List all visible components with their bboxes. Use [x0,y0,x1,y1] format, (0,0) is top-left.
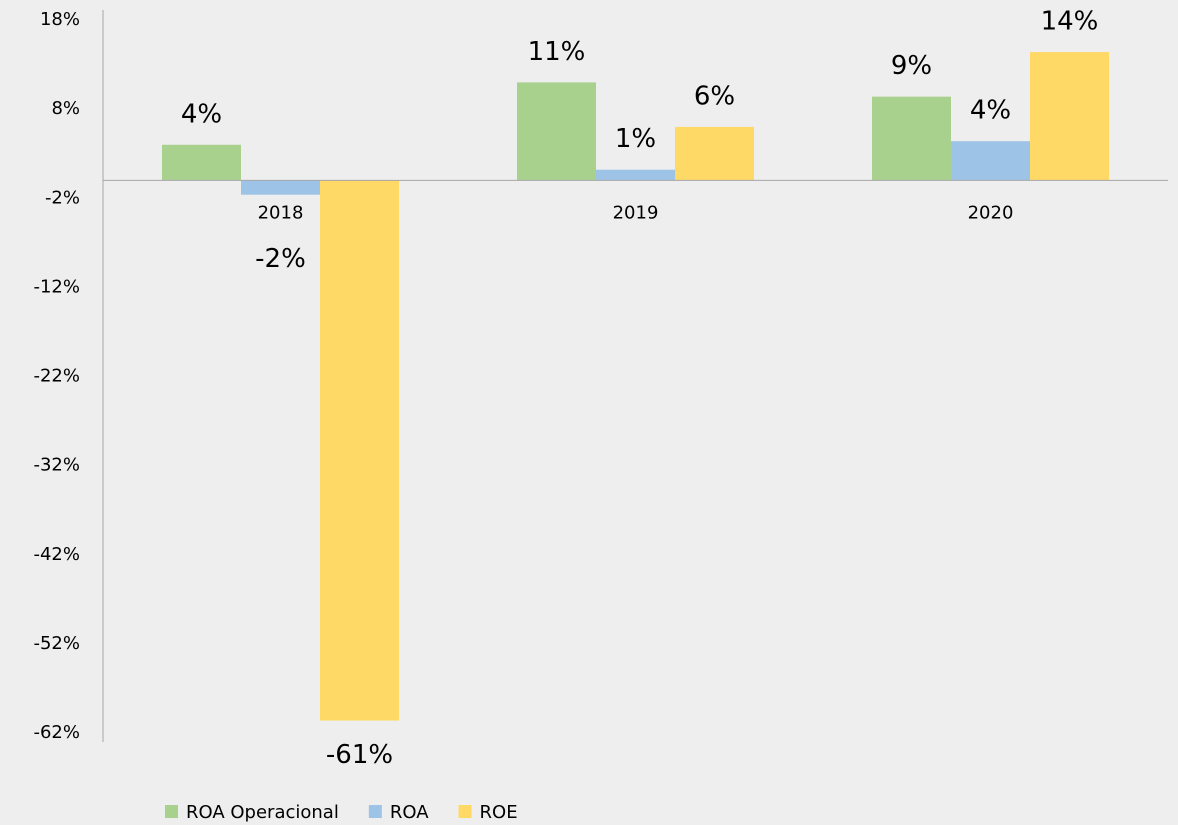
bar [320,180,399,721]
y-tick-label: 18% [40,9,80,30]
legend-label: ROA [390,802,429,823]
bar [162,144,241,181]
value-label: -61% [326,740,393,770]
y-tick-label: -62% [33,722,80,743]
value-label: 4% [181,99,222,129]
y-tick-label: -52% [33,633,80,654]
y-tick-label: -12% [33,276,80,297]
bar [872,96,951,181]
bar [517,82,596,181]
bar [241,180,320,195]
legend-label: ROE [480,802,518,823]
value-label: 4% [970,96,1011,126]
legend-swatch [458,805,472,818]
y-tick-label: -2% [45,187,80,208]
value-label: -2% [255,244,306,274]
bar [675,126,754,181]
value-label: 11% [528,37,586,67]
value-label: 6% [694,81,735,111]
x-tick-label: 2018 [258,202,304,223]
bar [951,141,1030,181]
y-tick-label: 8% [51,98,80,119]
x-tick-label: 2019 [613,202,659,223]
value-label: 1% [615,124,656,154]
value-label: 9% [891,51,932,81]
bar [1030,52,1109,181]
y-tick-label: -32% [33,455,80,476]
bar [596,169,675,181]
x-tick-label: 2020 [968,202,1014,223]
value-label: 14% [1041,7,1099,37]
y-tick-label: -22% [33,366,80,387]
legend-label: ROA Operacional [186,802,339,823]
legend-swatch [368,805,382,818]
y-tick-label: -42% [33,544,80,565]
legend-swatch [165,805,178,818]
